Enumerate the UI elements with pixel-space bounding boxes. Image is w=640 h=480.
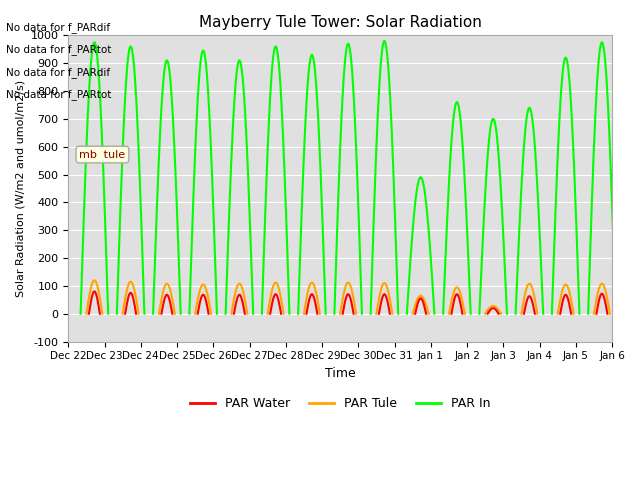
Text: No data for f_PARtot: No data for f_PARtot — [6, 44, 112, 55]
Legend: PAR Water, PAR Tule, PAR In: PAR Water, PAR Tule, PAR In — [185, 392, 495, 415]
Text: No data for f_PARdif: No data for f_PARdif — [6, 67, 111, 78]
Text: No data for f_PARtot: No data for f_PARtot — [6, 89, 112, 100]
Title: Mayberry Tule Tower: Solar Radiation: Mayberry Tule Tower: Solar Radiation — [199, 15, 482, 30]
Text: No data for f_PARdif: No data for f_PARdif — [6, 22, 111, 33]
Y-axis label: Solar Radiation (W/m2 and umol/m2/s): Solar Radiation (W/m2 and umol/m2/s) — [15, 80, 25, 297]
Text: mb   tule: mb tule — [79, 150, 125, 159]
X-axis label: Time: Time — [324, 367, 356, 380]
